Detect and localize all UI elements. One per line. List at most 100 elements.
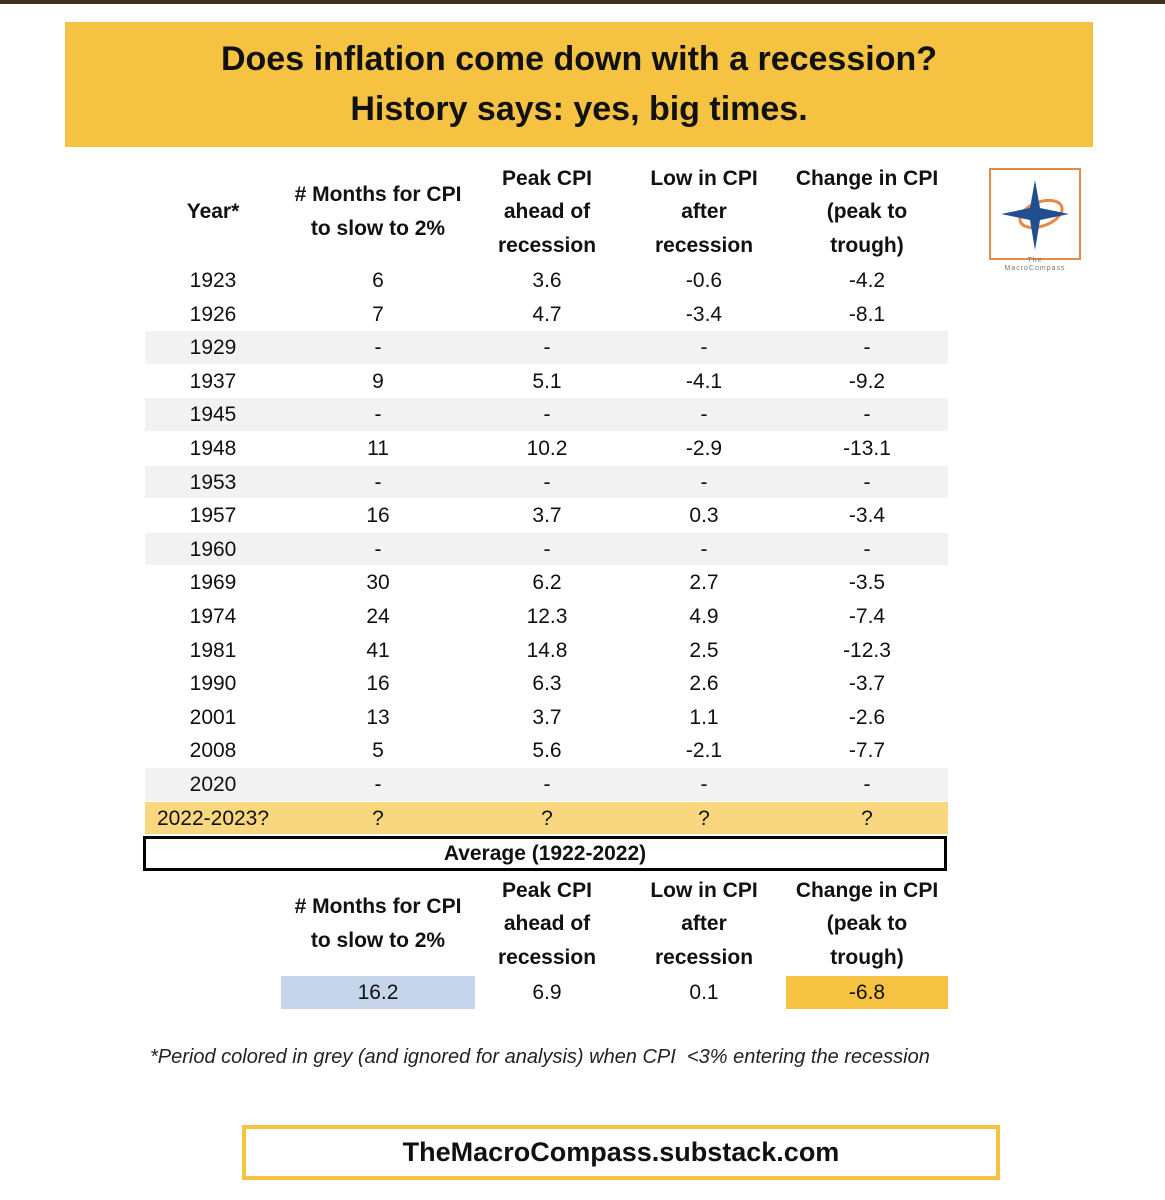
header-text: Low in CPI — [650, 878, 758, 902]
logo-line: The — [1027, 257, 1043, 264]
header-text: to slow to 2% — [310, 217, 446, 240]
average-value: 6.9 — [532, 981, 562, 1004]
table-cell: 1957 — [189, 504, 237, 528]
table-cell: 5 — [372, 739, 384, 763]
title-line: Does inflation come down with a recessio… — [220, 40, 937, 78]
table-cell: - — [543, 773, 551, 796]
table-cell: ? — [372, 806, 384, 830]
header-text: to slow to 2% — [310, 929, 446, 952]
header-text: ahead of — [503, 200, 591, 224]
table-cell: 6.2 — [532, 571, 562, 595]
table-cell: ? — [541, 806, 553, 830]
table-cell: 1953 — [189, 470, 237, 494]
table-cell: - — [374, 470, 382, 494]
table-cell: 1960 — [189, 537, 237, 561]
table-cell: - — [543, 336, 551, 360]
table-cell: -7.7 — [848, 739, 886, 763]
table-cell: - — [863, 537, 871, 561]
table-cell: - — [700, 470, 708, 494]
table-cell: - — [700, 336, 708, 360]
table-cell: 1.1 — [689, 705, 719, 729]
header-text: # Months for CPI — [294, 183, 462, 207]
table-cell: -3.5 — [848, 571, 886, 595]
header-text: recession — [497, 945, 597, 969]
table-cell: -7.4 — [848, 605, 886, 628]
header-text: after — [681, 200, 727, 224]
table-cell: 1969 — [189, 571, 237, 595]
table-cell: - — [700, 403, 708, 427]
top-border — [0, 0, 1165, 4]
table-cell: -12.3 — [843, 638, 891, 662]
table-cell: 2022-2023? — [156, 806, 270, 830]
table-cell: -9.2 — [848, 369, 886, 393]
table-cell: 2.5 — [689, 638, 719, 662]
table-cell: 1990 — [189, 672, 237, 696]
table-cell: 5.6 — [532, 739, 562, 763]
table-cell: - — [863, 336, 871, 360]
table-cell: 4.9 — [689, 605, 719, 628]
table-cell: -3.4 — [848, 504, 886, 528]
row-background — [145, 465, 948, 499]
footer-url: TheMacroCompass.substack.com — [242, 1125, 1000, 1180]
logo — [989, 168, 1081, 260]
table-cell: - — [863, 773, 871, 796]
header-text: Change in CPI — [795, 166, 939, 190]
table-cell: 4.7 — [532, 302, 562, 326]
table-cell: -3.4 — [685, 302, 723, 326]
table-cell: - — [374, 403, 382, 427]
table-cell: - — [543, 403, 551, 427]
table-cell: 10.2 — [526, 437, 568, 460]
title-banner: Does inflation come down with a recessio… — [65, 22, 1093, 147]
row-background — [145, 768, 948, 801]
table-cell: 3.6 — [532, 269, 562, 292]
table-cell: - — [543, 470, 551, 494]
table-cell: - — [700, 537, 708, 561]
table-cell: 2.7 — [689, 571, 719, 595]
table-cell: -13.1 — [843, 437, 891, 460]
average-label: Average (1922-2022) — [143, 836, 947, 871]
table-cell: 9 — [372, 369, 384, 393]
average-background — [281, 976, 475, 1009]
footnote: *Period colored in grey (and ignored for… — [150, 1046, 930, 1068]
table-cell: 3.7 — [532, 705, 562, 729]
table-cell: -4.2 — [848, 269, 886, 292]
table-cell: 1974 — [189, 605, 237, 628]
table-cell: 16 — [366, 504, 390, 528]
logo-text: The MacroCompass — [989, 257, 1081, 273]
average-value: 0.1 — [689, 981, 719, 1004]
table-cell: - — [863, 403, 871, 427]
header-text: # Months for CPI — [294, 895, 462, 919]
average-value: 16.2 — [357, 981, 399, 1004]
header-text: Peak CPI — [502, 878, 592, 902]
header-text: trough) — [830, 945, 904, 969]
row-background — [145, 532, 948, 566]
table-cell: 3.7 — [532, 504, 562, 528]
table-cell: 2.6 — [689, 672, 719, 696]
table-cell: 12.3 — [526, 605, 568, 628]
table-cell: -4.1 — [685, 369, 723, 393]
table-cell: 30 — [366, 571, 390, 595]
table-cell: 2008 — [189, 739, 237, 763]
table-cell: ? — [861, 806, 873, 830]
table-cell: - — [374, 336, 382, 360]
table-cell: 1926 — [189, 302, 237, 326]
average-value: -6.8 — [848, 981, 886, 1004]
table-cell: - — [543, 537, 551, 561]
row-background — [145, 398, 948, 431]
header-text: recession — [654, 945, 754, 969]
row-background — [145, 801, 948, 835]
table-cell: - — [863, 470, 871, 494]
table-cell: 1923 — [189, 269, 237, 292]
average-background — [786, 976, 948, 1009]
header-text: Year* — [186, 200, 240, 224]
header-text: recession — [654, 233, 754, 257]
header-text: (peak to — [826, 200, 908, 224]
header-text: trough) — [830, 233, 904, 257]
table-cell: 2020 — [189, 773, 237, 796]
table-cell: 1981 — [189, 638, 237, 662]
table-cell: 41 — [366, 638, 390, 662]
table-cell: 0.3 — [689, 504, 719, 528]
table-cell: 24 — [366, 605, 390, 628]
header-text: Low in CPI — [650, 166, 758, 190]
